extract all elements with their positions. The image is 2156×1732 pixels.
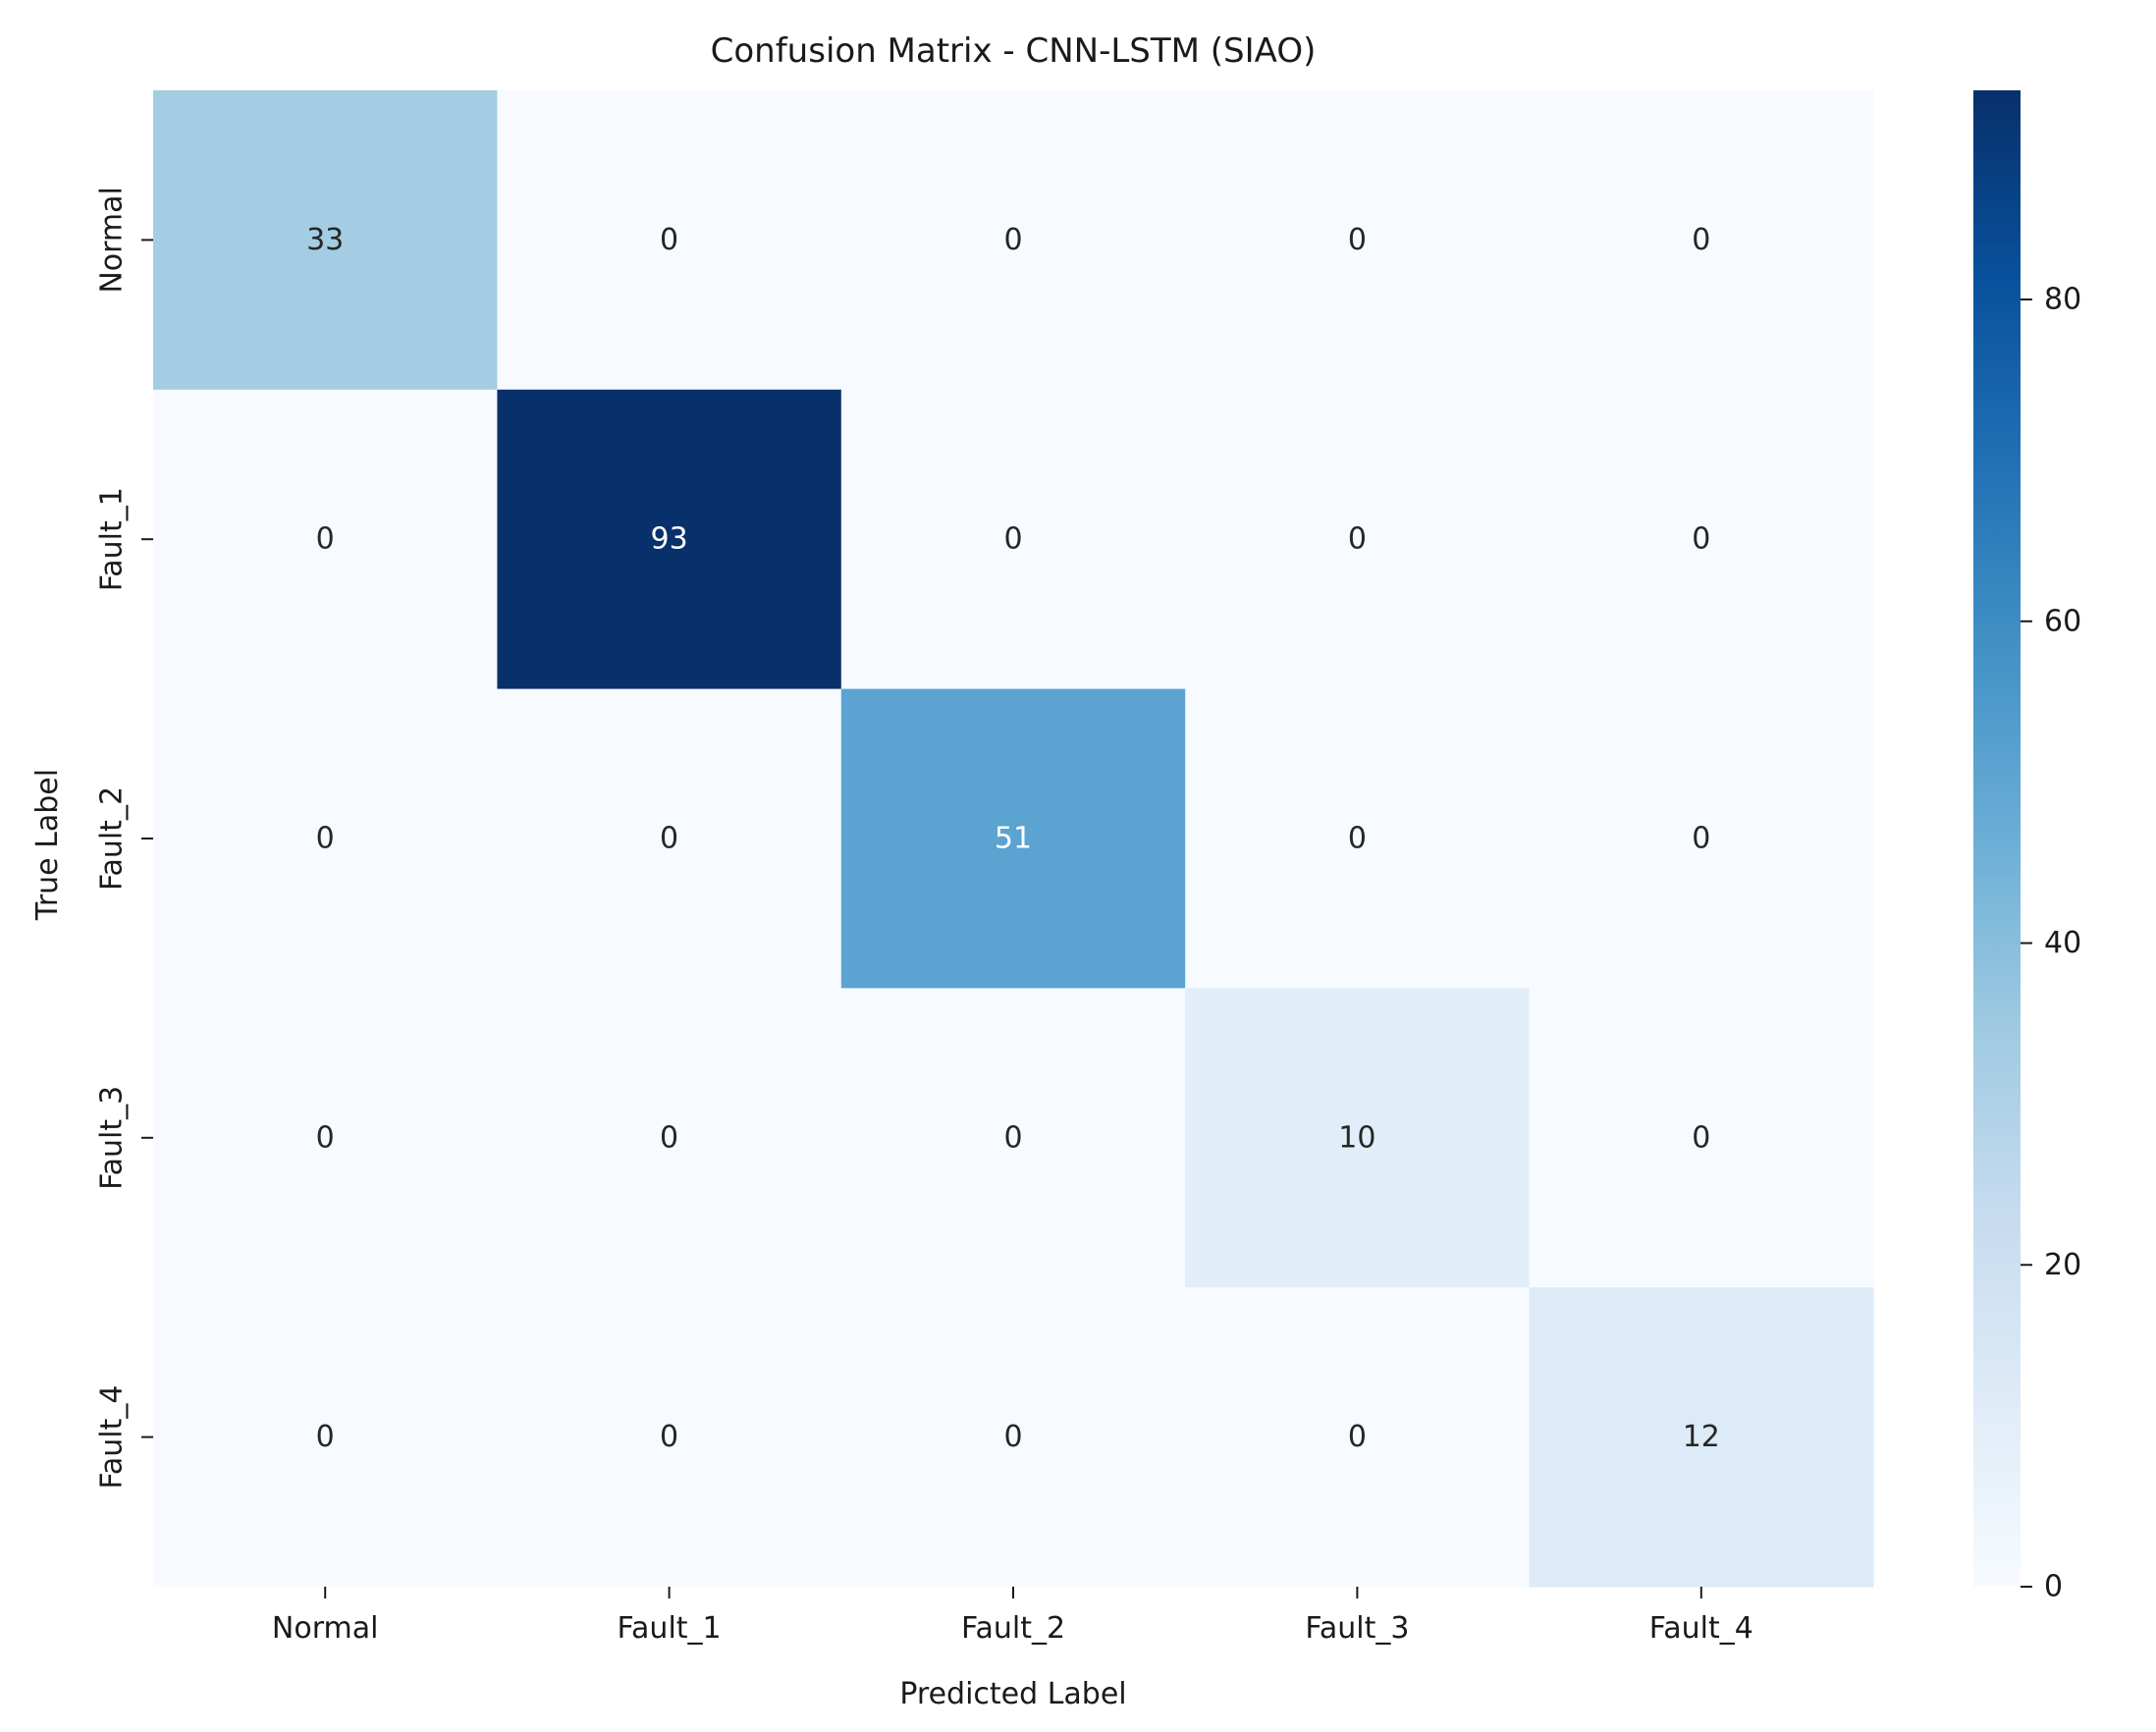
cell-value-label: 0: [1003, 1420, 1022, 1454]
heatmap-cell: [1185, 988, 1531, 1288]
x-axis-label: Predicted Label: [899, 1677, 1126, 1711]
heatmap-cell: [153, 688, 498, 989]
colorbar-gradient: [1973, 90, 2021, 1587]
cell-value-label: 0: [660, 223, 678, 257]
x-tick-label: Fault_2: [961, 1611, 1065, 1646]
heatmap-cell: [1185, 688, 1531, 989]
cell-value-label: 51: [995, 822, 1032, 856]
cell-value-label: 0: [1692, 223, 1710, 257]
y-tick-label: Fault_4: [95, 1385, 130, 1489]
heatmap-cell: [840, 988, 1186, 1288]
cell-value-label: 0: [1003, 223, 1022, 257]
heatmap-cell: [497, 688, 842, 989]
cell-value-label: 0: [1692, 1120, 1710, 1155]
x-tick-label: Fault_4: [1649, 1611, 1753, 1646]
cell-value-label: 12: [1683, 1420, 1720, 1454]
heatmap-cell: [153, 389, 498, 690]
heatmap-cell: [840, 90, 1186, 391]
heatmap-grid: 33 0 0 0 0 0 93 0 0 0 0 0 51 0 0 0 0 0 10 0 0 0 0 0 12: [153, 90, 1874, 1588]
cell-value-label: 0: [660, 822, 678, 856]
cell-value-label: 93: [651, 522, 688, 557]
colorbar-tick-label: 80: [2044, 283, 2081, 317]
cell-value-label: 0: [316, 822, 335, 856]
cell-value-label: 33: [306, 223, 344, 257]
y-tick-label: Normal: [95, 187, 130, 294]
heatmap-cell: [497, 90, 842, 391]
cell-value-label: 0: [1348, 223, 1367, 257]
cell-value-label: 0: [1348, 522, 1367, 557]
cell-value-label: 10: [1338, 1120, 1375, 1155]
heatmap-cell: [153, 90, 498, 391]
heatmap-cell: [1529, 1287, 1874, 1588]
y-tick-label: Fault_2: [95, 786, 130, 891]
y-tick-label: Fault_3: [95, 1086, 130, 1190]
colorbar-tick-label: 40: [2044, 926, 2081, 960]
heatmap-cell: [497, 1287, 842, 1588]
heatmap-cell: [1185, 389, 1531, 690]
x-tick-label: Fault_3: [1305, 1611, 1409, 1646]
heatmap-cell: [840, 688, 1186, 989]
cell-value-label: 0: [1348, 822, 1367, 856]
heatmap-cell: [840, 1287, 1186, 1588]
colorbar-tick-label: 0: [2044, 1570, 2063, 1604]
cell-value-label: 0: [1348, 1420, 1367, 1454]
y-axis: Normal Fault_1 Fault_2 Fault_3 Fault_4: [95, 187, 153, 1489]
colorbar: 0 20 40 60 80: [1973, 90, 2081, 1604]
cell-value-label: 0: [1003, 522, 1022, 557]
heatmap-cell: [153, 988, 498, 1288]
heatmap-cell: [1185, 1287, 1531, 1588]
x-tick-label: Fault_1: [618, 1611, 722, 1646]
cell-value-label: 0: [1692, 522, 1710, 557]
x-tick-label: Normal: [272, 1611, 379, 1646]
cell-value-label: 0: [660, 1420, 678, 1454]
heatmap-cell: [1529, 988, 1874, 1288]
heatmap-cell: [497, 988, 842, 1288]
heatmap-cell: [1529, 389, 1874, 690]
heatmap-cell: [840, 389, 1186, 690]
heatmap-cell: [1529, 688, 1874, 989]
cell-value-label: 0: [316, 1120, 335, 1155]
cell-value-label: 0: [1692, 822, 1710, 856]
y-tick-label: Fault_1: [95, 487, 130, 591]
heatmap-cell: [497, 389, 842, 690]
heatmap-cell: [1529, 90, 1874, 391]
colorbar-tick-label: 60: [2044, 604, 2081, 638]
colorbar-tick-label: 20: [2044, 1248, 2081, 1282]
cell-value-label: 0: [660, 1120, 678, 1155]
heatmap-cell: [153, 1287, 498, 1588]
cell-value-label: 0: [1003, 1120, 1022, 1155]
cell-value-label: 0: [316, 1420, 335, 1454]
cell-value-label: 0: [316, 522, 335, 557]
y-axis-label: True Label: [30, 769, 65, 921]
chart-title: Confusion Matrix - CNN-LSTM (SIAO): [711, 31, 1317, 71]
x-axis: Normal Fault_1 Fault_2 Fault_3 Fault_4: [272, 1587, 1753, 1646]
heatmap-cell: [1185, 90, 1531, 391]
